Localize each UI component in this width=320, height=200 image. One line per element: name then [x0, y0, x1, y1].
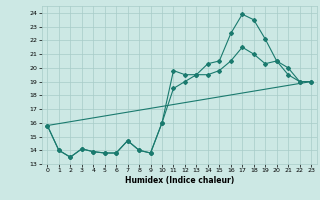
X-axis label: Humidex (Indice chaleur): Humidex (Indice chaleur) — [124, 176, 234, 185]
